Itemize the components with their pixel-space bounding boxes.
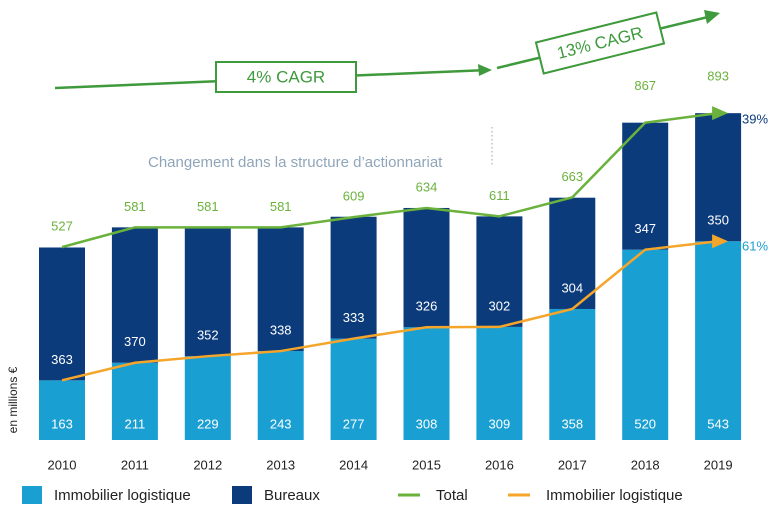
legend-swatch (232, 486, 252, 504)
data-label: 581 (270, 199, 292, 214)
data-label: 277 (343, 416, 365, 431)
cagr-arrows: 13% CAGR (54, 10, 720, 93)
bar-segment (476, 216, 523, 327)
data-label: 333 (343, 310, 365, 325)
line-arrow (712, 234, 729, 249)
legend-label: Bureaux (264, 487, 320, 504)
x-tick-label: 2013 (266, 457, 295, 472)
annotation: Changement dans la structure d’actionnar… (148, 154, 443, 171)
data-label: 302 (489, 298, 511, 313)
bar-segment (330, 338, 377, 440)
share-label: 61% (742, 238, 768, 253)
data-label: 243 (270, 416, 292, 431)
x-tick-label: 2014 (339, 457, 368, 472)
legend-label: Total (436, 487, 468, 504)
bar-segment (111, 362, 158, 440)
bar-segment (622, 122, 669, 250)
x-tick-label: 2012 (193, 457, 222, 472)
data-label: 308 (416, 416, 438, 431)
data-label: 352 (197, 328, 219, 343)
bar-segment (403, 207, 450, 328)
data-label: 358 (561, 416, 583, 431)
data-label: 634 (416, 179, 438, 194)
data-label: 581 (124, 199, 146, 214)
x-tick-label: 2019 (704, 457, 733, 472)
x-tick-label: 2017 (558, 457, 587, 472)
bar-segment (184, 356, 231, 440)
legend-label: Immobilier logistique (54, 487, 191, 504)
x-tick-label: 2016 (485, 457, 514, 472)
data-label: 527 (51, 219, 73, 234)
share-label: 39% (742, 111, 768, 126)
bar-segment (257, 351, 304, 440)
data-label: 609 (343, 189, 365, 204)
bar-segment (549, 308, 596, 440)
data-label: 867 (634, 78, 656, 93)
data-label: 338 (270, 322, 292, 337)
data-label: 520 (634, 416, 656, 431)
bar-segment (39, 380, 85, 440)
data-label: 370 (124, 334, 146, 349)
x-tick-label: 2011 (121, 457, 149, 472)
x-tick-label: 2010 (48, 457, 77, 472)
data-label: 611 (489, 188, 510, 203)
bar-segment (184, 227, 231, 357)
line (61, 240, 719, 382)
bar-segment (476, 326, 523, 440)
bar-segment (257, 227, 304, 352)
data-label: 211 (125, 416, 146, 431)
line-arrow (712, 106, 729, 121)
bar-segment (622, 249, 669, 440)
legend-swatch (22, 486, 42, 504)
data-label: 347 (634, 221, 656, 236)
data-label: 363 (51, 352, 73, 367)
bar-segment (403, 327, 450, 440)
line (61, 111, 719, 249)
bar-segment (549, 197, 596, 309)
bar-segment (39, 247, 85, 381)
x-tick-label: 2015 (412, 457, 441, 472)
bar-segment (695, 241, 742, 440)
data-label: 163 (51, 416, 73, 431)
data-label: 309 (489, 416, 511, 431)
cagr-label: 4% CAGR (247, 67, 325, 86)
data-label: 326 (416, 299, 438, 314)
y-axis-label: en millions € (6, 366, 20, 433)
data-label: 543 (707, 416, 729, 431)
data-label: 663 (561, 169, 583, 184)
data-label: 581 (197, 199, 219, 214)
bar-segment (111, 227, 158, 363)
data-label: 350 (707, 213, 729, 228)
data-label: 229 (197, 416, 219, 431)
bar-segment (695, 113, 742, 242)
data-label: 304 (561, 280, 583, 295)
bar-segment (330, 216, 377, 339)
data-label: 893 (707, 69, 729, 84)
x-tick-label: 2018 (631, 457, 660, 472)
legend-label: Immobilier logistique (546, 487, 683, 504)
